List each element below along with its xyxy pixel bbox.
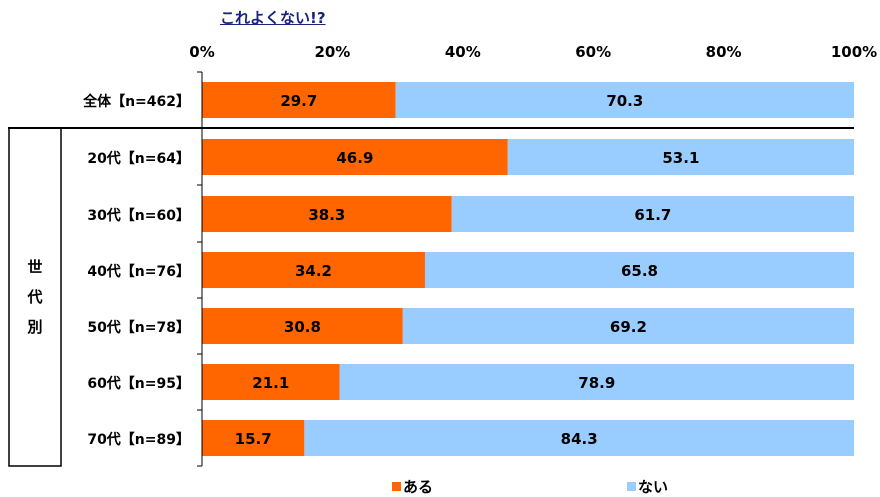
category-label: 30代【n=60】 bbox=[87, 207, 190, 224]
data-label: 15.7 bbox=[235, 430, 272, 448]
legend-label-nai: ない bbox=[638, 478, 669, 496]
category-label: 全体【n=462】 bbox=[82, 93, 190, 110]
data-label: 84.3 bbox=[561, 430, 598, 448]
data-label: 46.9 bbox=[336, 149, 373, 167]
category-label: 20代【n=64】 bbox=[87, 150, 190, 167]
x-tick-label: 100% bbox=[831, 43, 877, 61]
bar-segment-nai bbox=[402, 308, 854, 344]
data-label: 69.2 bbox=[610, 318, 647, 336]
bar-segment-aru bbox=[202, 420, 305, 456]
data-label: 70.3 bbox=[606, 92, 643, 110]
data-label: 21.1 bbox=[252, 374, 289, 392]
bar-segment-aru bbox=[202, 308, 403, 344]
x-tick-label: 40% bbox=[445, 43, 481, 61]
bar-segment-aru bbox=[202, 196, 452, 232]
x-tick-label: 60% bbox=[575, 43, 611, 61]
category-label: 60代【n=95】 bbox=[87, 375, 190, 392]
legend-item-aru: ある bbox=[392, 476, 433, 497]
bar-segment-aru bbox=[202, 139, 508, 175]
group-bracket-box bbox=[8, 127, 62, 467]
group-label-char: 代 bbox=[26, 288, 42, 306]
bar-segment-aru bbox=[202, 252, 425, 288]
group-label-char: 別 bbox=[26, 318, 42, 336]
data-label: 30.8 bbox=[284, 318, 321, 336]
data-label: 61.7 bbox=[634, 206, 671, 224]
bar-segment-nai bbox=[424, 252, 854, 288]
x-tick-label: 0% bbox=[189, 43, 214, 61]
data-label: 29.7 bbox=[280, 92, 317, 110]
bar-segment-aru bbox=[202, 82, 396, 118]
data-label: 65.8 bbox=[621, 262, 658, 280]
x-tick-label: 20% bbox=[314, 43, 350, 61]
bar-segment-nai bbox=[451, 196, 854, 232]
category-label: 50代【n=78】 bbox=[87, 319, 190, 336]
legend-label-aru: ある bbox=[403, 478, 434, 496]
data-label: 34.2 bbox=[295, 262, 332, 280]
bar-segment-nai bbox=[339, 364, 854, 400]
chart-title: これよくない!? bbox=[220, 9, 326, 27]
group-label-char: 世 bbox=[27, 258, 42, 276]
category-label: 70代【n=89】 bbox=[87, 431, 190, 448]
bar-segment-nai bbox=[395, 82, 854, 118]
data-label: 78.9 bbox=[578, 374, 615, 392]
category-label: 40代【n=76】 bbox=[87, 263, 190, 280]
legend-swatch-aru bbox=[392, 482, 401, 491]
legend-swatch-nai bbox=[627, 482, 636, 491]
legend-item-nai: ない bbox=[627, 476, 668, 497]
bar-segment-nai bbox=[304, 420, 854, 456]
x-tick-label: 80% bbox=[706, 43, 742, 61]
data-label: 38.3 bbox=[308, 206, 345, 224]
data-label: 53.1 bbox=[662, 149, 699, 167]
bar-segment-nai bbox=[507, 139, 854, 175]
bar-segment-aru bbox=[202, 364, 340, 400]
